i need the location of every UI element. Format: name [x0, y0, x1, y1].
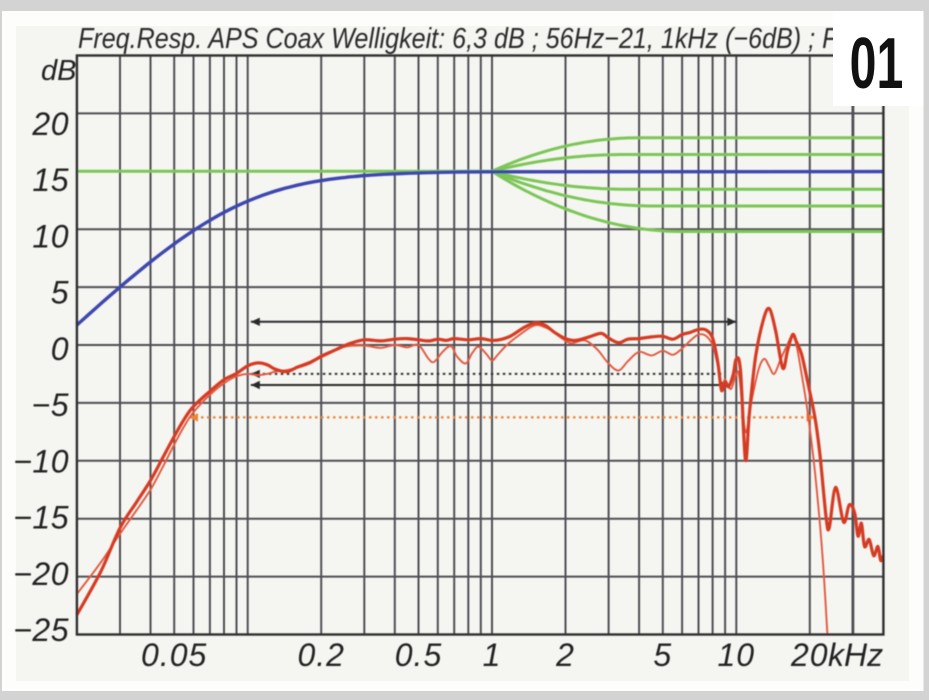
svg-text:20: 20: [790, 637, 829, 673]
svg-text:0: 0: [51, 331, 69, 367]
svg-text:kHz: kHz: [828, 637, 883, 673]
svg-text:Freq.Resp. APS Coax Welligkeit: Freq.Resp. APS Coax Welligkeit: 6,3 dB ;…: [78, 23, 850, 55]
svg-text:5: 5: [51, 275, 69, 311]
svg-text:dB: dB: [41, 55, 76, 87]
svg-text:−15: −15: [13, 500, 69, 536]
svg-text:−5: −5: [32, 387, 69, 423]
svg-text:15: 15: [32, 162, 69, 198]
svg-text:−10: −10: [13, 443, 69, 479]
svg-text:10: 10: [32, 219, 69, 255]
svg-text:0.5: 0.5: [395, 637, 442, 673]
svg-text:20: 20: [31, 106, 69, 142]
svg-text:0.2: 0.2: [297, 637, 344, 673]
svg-text:−25: −25: [13, 612, 69, 648]
svg-text:2: 2: [555, 637, 575, 673]
svg-text:5: 5: [653, 637, 672, 673]
svg-text:01: 01: [850, 23, 904, 103]
svg-text:10: 10: [718, 637, 756, 673]
svg-text:−20: −20: [13, 556, 69, 592]
svg-text:0.05: 0.05: [141, 637, 207, 673]
svg-text:1: 1: [483, 637, 502, 673]
